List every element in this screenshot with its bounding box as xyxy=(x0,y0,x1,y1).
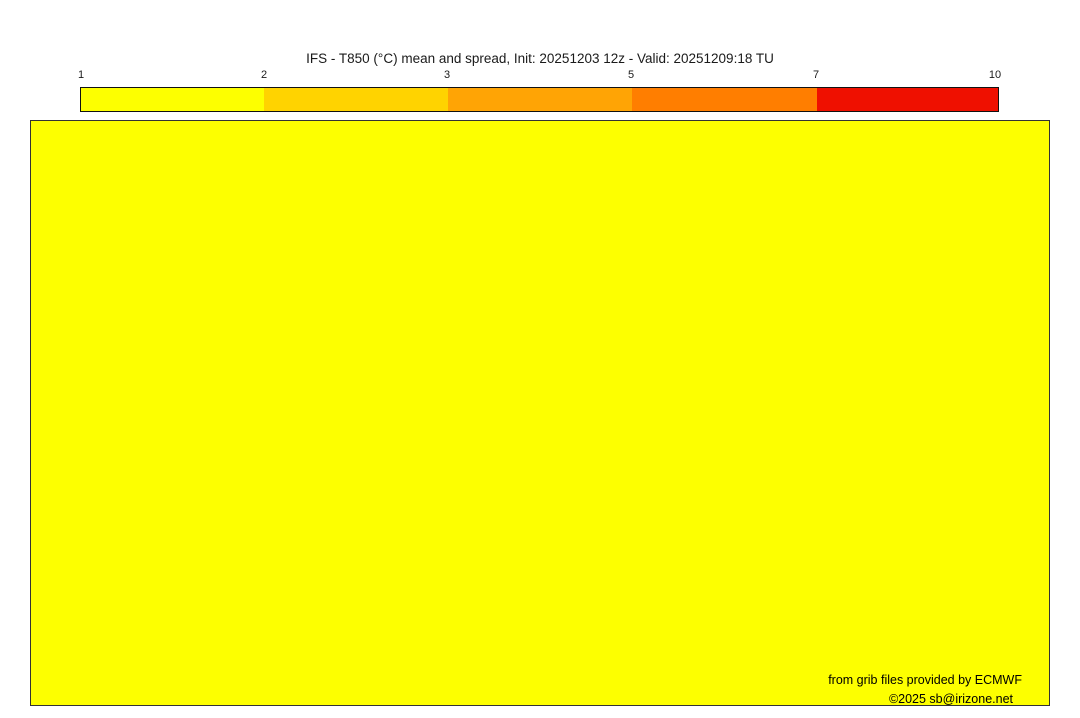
svg-text:from grib files provided by EC: from grib files provided by ECMWF xyxy=(828,673,1022,687)
svg-text:©2025 sb@irizone.net: ©2025 sb@irizone.net xyxy=(889,692,1014,706)
